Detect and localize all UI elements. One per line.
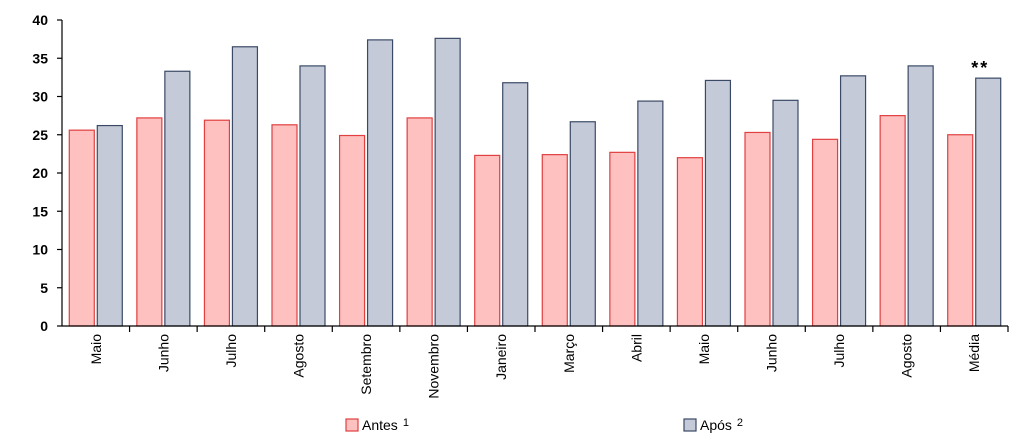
bar-antes-7 bbox=[541, 154, 568, 327]
y-axis: 0 5 10 15 20 25 30 35 40 bbox=[32, 12, 63, 334]
x-axis: Maio Junho Julho Agosto Setembro Novembro Jane… bbox=[62, 325, 1009, 399]
bars-group bbox=[68, 37, 1002, 327]
bar-antes-6 bbox=[474, 154, 501, 327]
x-tick-label: Novembro bbox=[426, 334, 442, 399]
bar-antes-11 bbox=[811, 138, 839, 327]
legend-series-name: Após bbox=[700, 417, 732, 433]
y-tick-label: 15 bbox=[32, 203, 48, 219]
bar-após-0 bbox=[96, 124, 123, 327]
bar-antes-1 bbox=[136, 117, 163, 327]
x-tick-label: Maio bbox=[88, 334, 104, 365]
bar-antes-10 bbox=[744, 131, 771, 327]
legend-label-após: Após 2 bbox=[700, 417, 743, 433]
x-tick-label: Média bbox=[966, 334, 982, 372]
bar-antes-8 bbox=[609, 151, 636, 327]
y-tick-label: 25 bbox=[32, 127, 48, 143]
y-tick-label: 10 bbox=[32, 242, 48, 258]
x-tick-label: Maio bbox=[696, 334, 712, 365]
bar-antes-3 bbox=[271, 124, 298, 327]
y-tick-label: 20 bbox=[32, 165, 48, 181]
bar-antes-5 bbox=[406, 117, 433, 327]
x-tick-label: Março bbox=[561, 334, 577, 373]
annotations-group: ** bbox=[971, 58, 989, 78]
bar-após-2 bbox=[231, 46, 259, 327]
bar-após-6 bbox=[502, 82, 529, 327]
bar-após-10 bbox=[772, 99, 799, 327]
x-tick-label: Julho bbox=[223, 334, 239, 368]
x-tick-label: Setembro bbox=[358, 334, 374, 395]
bar-após-5 bbox=[434, 37, 461, 327]
bar-após-12 bbox=[907, 65, 934, 327]
y-tick-label: 40 bbox=[32, 12, 48, 28]
bar-antes-4 bbox=[338, 134, 366, 327]
legend-series-name: Antes bbox=[362, 417, 398, 433]
legend: Antes 1 Após 2 bbox=[345, 417, 743, 433]
legend-swatch-antes bbox=[345, 418, 359, 432]
legend-series-marker: 1 bbox=[403, 417, 409, 429]
x-tick-label: Agosto bbox=[291, 334, 307, 378]
bar-antes-0 bbox=[68, 129, 95, 327]
legend-series-marker: 2 bbox=[737, 417, 743, 429]
bar-após-7 bbox=[569, 121, 596, 327]
x-tick-label: Janeiro bbox=[493, 334, 509, 380]
bar-após-3 bbox=[299, 65, 326, 327]
x-tick-label: Julho bbox=[831, 334, 847, 368]
bar-antes-12 bbox=[879, 115, 906, 327]
significance-annotation: ** bbox=[971, 58, 989, 78]
legend-swatch-após bbox=[683, 418, 697, 432]
x-tick-label: Junho bbox=[155, 334, 171, 372]
x-tick-label: Abril bbox=[628, 334, 644, 362]
legend-label-antes: Antes 1 bbox=[362, 417, 409, 433]
bar-após-11 bbox=[839, 75, 867, 327]
bar-após-8 bbox=[637, 100, 664, 327]
x-tick-label: Agosto bbox=[899, 334, 915, 378]
bar-após-4 bbox=[366, 39, 394, 327]
y-tick-label: 0 bbox=[40, 318, 48, 334]
y-tick-label: 30 bbox=[32, 89, 48, 105]
bar-antes-2 bbox=[203, 119, 231, 327]
bar-após-13 bbox=[975, 77, 1002, 327]
bar-após-1 bbox=[164, 70, 191, 327]
bar-após-9 bbox=[704, 79, 732, 327]
bar-antes-9 bbox=[676, 157, 704, 327]
y-tick-label: 5 bbox=[40, 280, 48, 296]
bar-antes-13 bbox=[947, 134, 974, 327]
x-tick-label: Junho bbox=[764, 334, 780, 372]
y-tick-label: 35 bbox=[32, 50, 48, 66]
